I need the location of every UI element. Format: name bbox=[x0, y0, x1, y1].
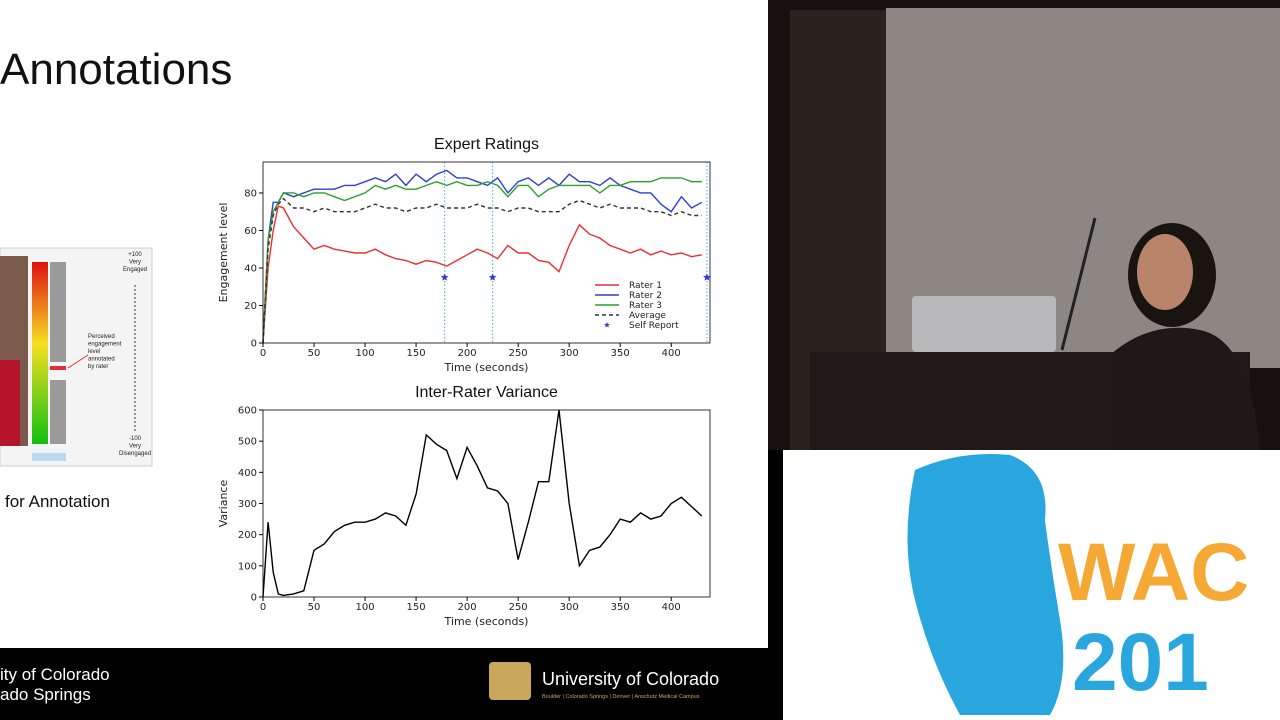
y-tick-label: 600 bbox=[238, 406, 257, 417]
legend-label: Average bbox=[629, 311, 666, 321]
tool-label: -100 bbox=[129, 436, 142, 442]
footer-right: University of Colorado bbox=[542, 669, 719, 689]
x-tick-label: 150 bbox=[407, 348, 426, 359]
y-tick-label: 60 bbox=[244, 226, 257, 237]
footer-left: ity of Colorado bbox=[0, 665, 110, 684]
y-tick-label: 400 bbox=[238, 468, 257, 479]
y-tick-label: 0 bbox=[251, 339, 257, 350]
x-tick-label: 50 bbox=[308, 602, 321, 613]
y-tick-label: 40 bbox=[244, 263, 257, 274]
tool-label: annotated bbox=[88, 357, 115, 363]
y-tick-label: 0 bbox=[251, 593, 257, 604]
x-tick-label: 250 bbox=[509, 348, 528, 359]
x-tick-label: 400 bbox=[662, 348, 681, 359]
logo-lake bbox=[907, 454, 1064, 715]
chart-title: Expert Ratings bbox=[434, 136, 539, 153]
caption: for Annotation bbox=[5, 492, 110, 511]
x-tick-label: 100 bbox=[356, 602, 375, 613]
slide-title: Annotations bbox=[0, 45, 232, 94]
logo-text: 201 bbox=[1072, 617, 1209, 708]
y-tick-label: 100 bbox=[238, 561, 257, 572]
y-tick-label: 20 bbox=[244, 301, 257, 312]
tool-label: Disengaged bbox=[119, 451, 151, 457]
x-tick-label: 300 bbox=[560, 348, 579, 359]
tool-label: Engaged bbox=[123, 267, 147, 273]
x-tick-label: 350 bbox=[611, 602, 630, 613]
series-line bbox=[262, 409, 703, 598]
tool-label: Very bbox=[129, 444, 141, 450]
self-report-marker bbox=[440, 273, 449, 281]
series-line bbox=[262, 169, 703, 344]
tool-image bbox=[0, 247, 153, 467]
y-tick-label: 300 bbox=[238, 499, 257, 510]
footer-bar bbox=[0, 648, 783, 720]
self-report-marker bbox=[703, 273, 711, 281]
tool-label: +100 bbox=[128, 252, 142, 258]
footer-right-sub: Boulder | Colorado Springs | Denver | An… bbox=[542, 694, 700, 700]
video bbox=[768, 0, 1280, 450]
tool-label: Perceived bbox=[88, 334, 115, 340]
legend-label: Rater 1 bbox=[629, 281, 662, 291]
plot-frame bbox=[262, 409, 711, 598]
x-tick-label: 100 bbox=[356, 348, 375, 359]
x-tick-label: 300 bbox=[560, 602, 579, 613]
y-tick-label: 80 bbox=[244, 188, 257, 199]
self-report-marker bbox=[488, 273, 497, 281]
y-tick-label: 500 bbox=[238, 437, 257, 448]
plot-frame bbox=[262, 161, 711, 344]
tool-label: Very bbox=[129, 260, 141, 266]
cu-logo bbox=[489, 662, 531, 700]
x-axis-label: Time (seconds) bbox=[444, 361, 529, 374]
y-tick-label: 200 bbox=[238, 530, 257, 541]
x-tick-label: 350 bbox=[611, 348, 630, 359]
x-tick-label: 400 bbox=[662, 602, 681, 613]
x-tick-label: 0 bbox=[260, 348, 266, 359]
x-tick-label: 50 bbox=[308, 348, 321, 359]
legend-label: Self Report bbox=[629, 321, 679, 331]
y-axis-label: Engagement level bbox=[217, 203, 230, 303]
series-line bbox=[262, 205, 702, 344]
chart-title: Inter-Rater Variance bbox=[415, 384, 558, 401]
x-axis-label: Time (seconds) bbox=[444, 615, 529, 628]
footer-left: ado Springs bbox=[0, 685, 91, 704]
x-tick-label: 150 bbox=[407, 602, 426, 613]
x-tick-label: 0 bbox=[260, 602, 266, 613]
tool-label: by rater bbox=[88, 364, 108, 370]
y-axis-label: Variance bbox=[217, 480, 230, 528]
x-tick-label: 250 bbox=[509, 602, 528, 613]
logo-text: WAC bbox=[1058, 527, 1249, 618]
legend-label: Rater 2 bbox=[629, 291, 662, 301]
legend-marker bbox=[604, 322, 610, 328]
tool-label: level bbox=[88, 349, 100, 355]
series-line bbox=[262, 177, 702, 344]
legend-label: Rater 3 bbox=[629, 301, 662, 311]
x-tick-label: 200 bbox=[458, 602, 477, 613]
tool-label: engagement bbox=[88, 342, 122, 348]
x-tick-label: 200 bbox=[458, 348, 477, 359]
